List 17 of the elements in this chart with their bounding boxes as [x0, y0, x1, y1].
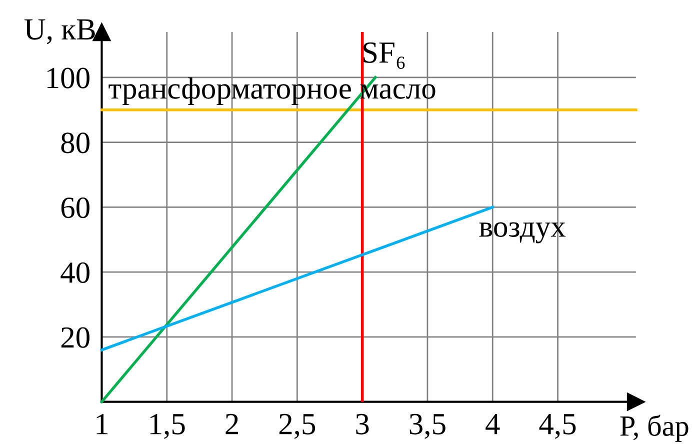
x-tick-label: 2,5: [279, 414, 316, 439]
x-tick-label: 4: [486, 414, 500, 434]
series-label: SF₆: [364, 42, 405, 69]
y-tick-label: 100: [47, 68, 90, 88]
y-tick-label: 20: [61, 327, 90, 348]
y-tick-label: 40: [60, 262, 90, 283]
x-tick-label: 4,5: [539, 414, 576, 439]
series-label: воздух: [479, 222, 566, 244]
y-tick-label: 80: [61, 132, 90, 154]
x-tick-label: 3,5: [410, 414, 446, 439]
x-tick-label: 2: [226, 414, 238, 434]
x-tick-label: 1: [96, 414, 108, 434]
x-tick-label: 3: [356, 414, 369, 434]
x-tick-label: 1,5: [150, 414, 185, 439]
y-axis-title: U, кВ: [24, 19, 95, 44]
x-axis-title: P, бар: [620, 414, 688, 442]
y-tick-label: 60: [61, 197, 90, 218]
